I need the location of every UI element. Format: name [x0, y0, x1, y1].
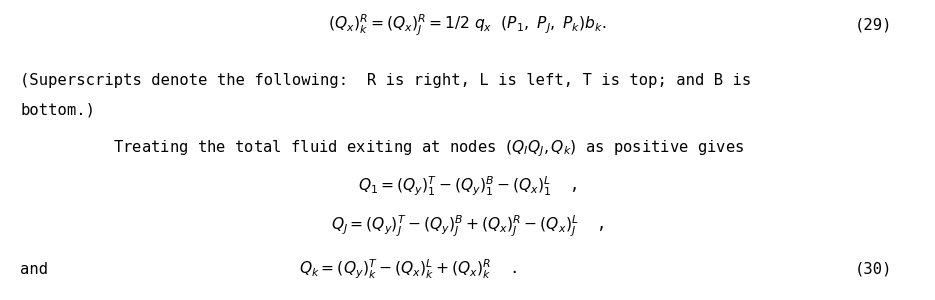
Text: (30): (30)	[856, 262, 893, 277]
Text: bottom.): bottom.)	[21, 103, 95, 118]
Text: $Q_k  =  (Q_y)_k^T  -  (Q_x)_k^L  +  (Q_x)_k^R$  .: $Q_k = (Q_y)_k^T - (Q_x)_k^L + (Q_x)_k^R…	[299, 257, 517, 281]
Text: $Q_J  =  (Q_y)_J^T  -  (Q_y)_J^B  +  (Q_x)_J^R  -  (Q_x)_J^L$  ,: $Q_J = (Q_y)_J^T - (Q_y)_J^B + (Q_x)_J^R…	[331, 214, 604, 239]
Text: $(Q_x)_k^R  =  (Q_x)_J^R  =  1/2\ q_x\ \ (P_1,\ P_J,\ P_k)b_k.$: $(Q_x)_k^R = (Q_x)_J^R = 1/2\ q_x\ \ (P_…	[328, 13, 607, 38]
Text: (Superscripts denote the following:  R is right, L is left, T is top; and B is: (Superscripts denote the following: R is…	[21, 74, 752, 88]
Text: (29): (29)	[856, 17, 893, 32]
Text: Treating the total fluid exiting at nodes $(Q_IQ_J,Q_k)$ as positive gives: Treating the total fluid exiting at node…	[77, 138, 744, 159]
Text: $Q_1  =  (Q_y)_1^T  -  (Q_y)_1^B  -  (Q_x)_1^L$  ,: $Q_1 = (Q_y)_1^T - (Q_y)_1^B - (Q_x)_1^L…	[358, 175, 577, 198]
Text: and: and	[21, 262, 49, 277]
